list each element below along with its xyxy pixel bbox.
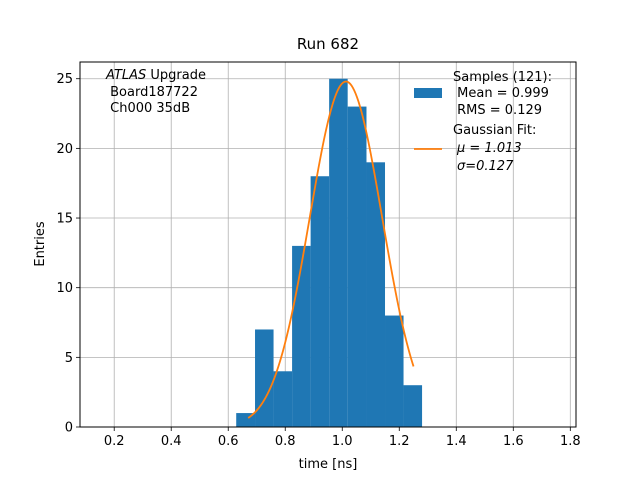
legend-fit-line-1: Gaussian Fit: [453, 123, 536, 138]
legend: Samples (121): Mean = 0.999 RMS = 0.129 … [414, 70, 552, 174]
fit-line [247, 80, 415, 419]
legend-hist-swatch [414, 88, 442, 98]
chart-title: Run 682 [297, 35, 359, 53]
histogram-bar [385, 315, 404, 427]
atlas-annotation: ATLAS Upgrade Board187722 Ch000 35dB [105, 68, 206, 116]
y-tick-label: 10 [56, 281, 73, 296]
x-axis-label: time [ns] [299, 457, 358, 472]
histogram-bar [366, 162, 386, 427]
gaussian-fit-curve [247, 80, 415, 419]
histogram-bars [236, 78, 423, 428]
legend-hist-line-1: Samples (121): [453, 70, 552, 85]
annotation-line-1: ATLAS Upgrade [105, 68, 206, 83]
x-tick-label: 1.8 [560, 434, 581, 449]
x-tick-label: 0.6 [218, 434, 239, 449]
annotation-line-2: Board187722 [106, 85, 198, 100]
histogram-bar [273, 371, 293, 427]
x-tick-label: 1.2 [389, 434, 410, 449]
legend-fit-line-2: μ = 1.013 [456, 141, 522, 156]
legend-hist-line-3: RMS = 0.129 [453, 103, 542, 118]
axis-ticks: 0.2 0.4 0.6 0.8 1.0 1.2 1.4 1.6 1.8 0 5 10 15 20 25 [56, 72, 580, 449]
y-tick-label: 20 [56, 142, 73, 157]
y-tick-label: 0 [65, 421, 73, 436]
annotation-upgrade: Upgrade [146, 68, 206, 83]
plot-frame [79, 61, 577, 428]
x-tick-label: 1.6 [503, 434, 524, 449]
histogram-bar [403, 385, 423, 427]
x-tick-label: 0.8 [275, 434, 296, 449]
y-tick-label: 15 [56, 212, 73, 227]
x-tick-label: 1.4 [446, 434, 467, 449]
histogram-bar [255, 329, 274, 427]
y-tick-label: 25 [56, 72, 73, 87]
histogram-bar [310, 176, 330, 427]
histogram-bar [329, 78, 348, 427]
legend-hist-line-2: Mean = 0.999 [453, 86, 549, 101]
annotation-atlas: ATLAS [105, 68, 146, 83]
annotation-line-3: Ch000 35dB [106, 101, 190, 116]
y-axis-label: Entries [33, 221, 48, 267]
legend-fit-line-3: σ=0.127 [457, 159, 514, 174]
y-tick-label: 5 [65, 351, 73, 366]
histogram-bar [292, 245, 311, 427]
x-tick-label: 0.4 [161, 434, 182, 449]
histogram-bar [347, 106, 367, 428]
x-tick-label: 1.0 [332, 434, 353, 449]
x-tick-label: 0.2 [104, 434, 125, 449]
